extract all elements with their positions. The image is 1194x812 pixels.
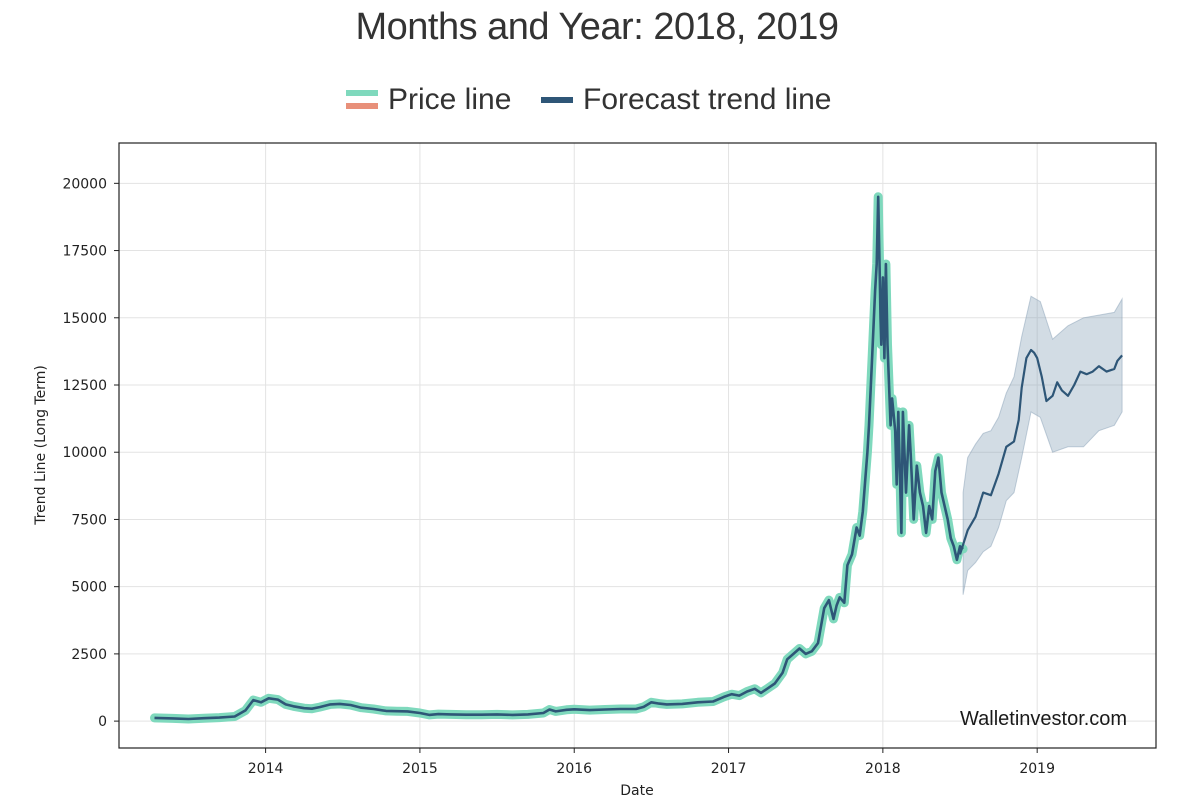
y-tick-label: 7500 — [71, 512, 107, 528]
series-layer — [150, 192, 1123, 724]
x-tick-label: 2015 — [402, 761, 438, 777]
y-axis-label: Trend Line (Long Term) — [33, 365, 49, 526]
x-tick-label: 2019 — [1019, 761, 1055, 777]
y-tick-label: 15000 — [62, 311, 107, 327]
tick-layer: 2014 2015 2016 2017 2018 2019 0 2500 5000 7500 100… — [62, 176, 1055, 777]
chart-legend: Price line Forecast trend line — [0, 80, 1194, 120]
y-tick-label: 10000 — [62, 445, 107, 461]
legend-item-price: Price line — [346, 80, 511, 120]
grid-layer — [119, 143, 1156, 748]
x-tick-label: 2014 — [248, 761, 284, 777]
legend-label-price: Price line — [388, 83, 512, 116]
y-tick-label: 5000 — [71, 580, 107, 596]
x-tick-label: 2016 — [556, 761, 592, 777]
y-tick-label: 2500 — [71, 647, 107, 663]
y-tick-label: 20000 — [62, 176, 107, 192]
forecast-trend-line — [958, 348, 1123, 555]
x-tick-label: 2017 — [711, 761, 747, 777]
legend-item-forecast: Forecast trend line — [541, 80, 831, 120]
confidence-band-layer — [962, 295, 1123, 595]
price-line-halo — [150, 192, 968, 724]
price-line-swatch-icon — [346, 86, 378, 114]
x-tick-label: 2018 — [865, 761, 901, 777]
plot-frame — [118, 142, 1157, 749]
forecast-line-swatch-icon — [541, 97, 573, 103]
y-tick-label: 12500 — [62, 378, 107, 394]
y-tick-label: 0 — [98, 714, 107, 730]
chart-title: Months and Year: 2018, 2019 — [355, 6, 839, 48]
legend-label-forecast: Forecast trend line — [583, 83, 832, 116]
y-tick-label: 17500 — [62, 244, 107, 260]
price-line — [154, 195, 964, 721]
x-axis-label: Date — [620, 783, 653, 799]
watermark-text: Walletinvestor.com — [960, 708, 1128, 730]
confidence-band — [962, 295, 1123, 595]
